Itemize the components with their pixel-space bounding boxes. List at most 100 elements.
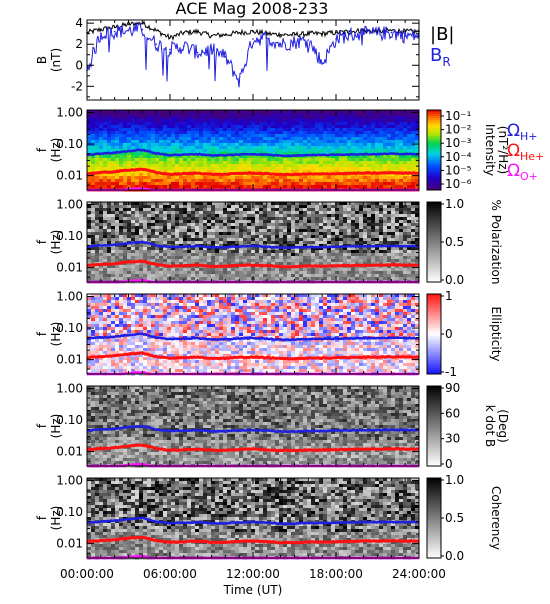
heatmap-cell [259, 149, 264, 153]
heatmap-cell [183, 116, 188, 120]
heatmap-cell [159, 271, 164, 275]
heatmap-cell [351, 214, 356, 218]
heatmap-cell [259, 253, 264, 257]
heatmap-cell [367, 226, 372, 230]
heatmap-cell [239, 179, 244, 183]
heatmap-cell [299, 116, 304, 120]
heatmap-cell [271, 211, 276, 215]
heatmap-cell [167, 271, 172, 275]
heatmap-cell [331, 253, 336, 257]
heatmap-cell [303, 226, 308, 230]
heatmap-cell [327, 220, 332, 224]
heatmap-cell [287, 223, 292, 227]
heatmap-cell [179, 250, 184, 254]
heatmap-cell [239, 232, 244, 236]
heatmap-cell [95, 241, 100, 245]
heatmap-cell [243, 235, 248, 239]
heatmap-cell [159, 119, 164, 123]
heatmap-cell [195, 211, 200, 215]
heatmap-cell [287, 277, 292, 281]
heatmap-cell [311, 134, 316, 138]
heatmap-cell [379, 211, 384, 215]
heatmap-cell [303, 205, 308, 209]
heatmap-cell [235, 220, 240, 224]
heatmap-cell [263, 250, 268, 254]
heatmap-cell [123, 214, 128, 218]
heatmap-cell [175, 277, 180, 281]
heatmap-cell [359, 232, 364, 236]
heatmap-cell [291, 220, 296, 224]
heatmap-cell [407, 164, 412, 168]
heatmap-cell [91, 342, 96, 346]
heatmap-cell [319, 235, 324, 239]
heatmap-cell [95, 176, 100, 180]
heatmap-cell [271, 158, 276, 162]
heatmap-cell [91, 146, 96, 150]
heatmap-cell [311, 238, 316, 242]
heatmap-cell [115, 131, 120, 135]
heatmap-cell [343, 143, 348, 147]
heatmap-cell [119, 128, 124, 132]
heatmap-cell [227, 158, 232, 162]
heatmap-cell [135, 113, 140, 117]
heatmap-cell [403, 179, 408, 183]
heatmap-cell [339, 164, 344, 168]
heatmap-cell [151, 140, 156, 144]
heatmap-cell [315, 214, 320, 218]
heatmap-cell [143, 152, 148, 156]
heatmap-cell [179, 176, 184, 180]
heatmap-cell [327, 176, 332, 180]
heatmap-cell [303, 259, 308, 263]
heatmap-cell [255, 167, 260, 171]
heatmap-cell [155, 259, 160, 263]
heatmap-cell [343, 253, 348, 257]
heatmap-cell [367, 214, 372, 218]
heatmap-cell [147, 235, 152, 239]
heatmap-cell [127, 235, 132, 239]
heatmap-cell [291, 253, 296, 257]
heatmap-cell [227, 122, 232, 126]
heatmap-cell [163, 110, 168, 114]
heatmap-cell [251, 259, 256, 263]
heatmap-cell [227, 250, 232, 254]
heatmap-cell [267, 256, 272, 260]
heatmap-cell [251, 134, 256, 138]
heatmap-cell [255, 158, 260, 162]
heatmap-cell [391, 143, 396, 147]
heatmap-cell [163, 158, 168, 162]
heatmap-cell [383, 217, 388, 221]
heatmap-cell [127, 173, 132, 177]
heatmap-cell [379, 271, 384, 275]
heatmap-cell [379, 161, 384, 165]
heatmap-cell [191, 223, 196, 227]
heatmap-cell [167, 274, 172, 278]
heatmap-cell [243, 274, 248, 278]
heatmap-cell [383, 146, 388, 150]
heatmap-cell [331, 238, 336, 242]
b-radial-point [308, 39, 310, 41]
heatmap-cell [331, 146, 336, 150]
heatmap-cell [307, 250, 312, 254]
heatmap-cell [331, 110, 336, 114]
heatmap-cell [327, 185, 332, 189]
heatmap-cell [275, 161, 280, 165]
heatmap-cell [407, 208, 412, 212]
heatmap-cell [99, 161, 104, 165]
heatmap-cell [291, 146, 296, 150]
heatmap-cell [163, 235, 168, 239]
heatmap-cell [215, 253, 220, 257]
heatmap-cell [239, 131, 244, 135]
heatmap-cell [327, 137, 332, 141]
heatmap-cell [275, 143, 280, 147]
heatmap-cell [383, 223, 388, 227]
heatmap-cell [123, 158, 128, 162]
heatmap-cell [287, 128, 292, 132]
heatmap-cell [179, 241, 184, 245]
heatmap-cell [251, 119, 256, 123]
heatmap-cell [287, 232, 292, 236]
heatmap-cell [163, 256, 168, 260]
heatmap-cell [359, 214, 364, 218]
heatmap-cell [371, 214, 376, 218]
heatmap-cell [251, 131, 256, 135]
heatmap-cell [171, 116, 176, 120]
